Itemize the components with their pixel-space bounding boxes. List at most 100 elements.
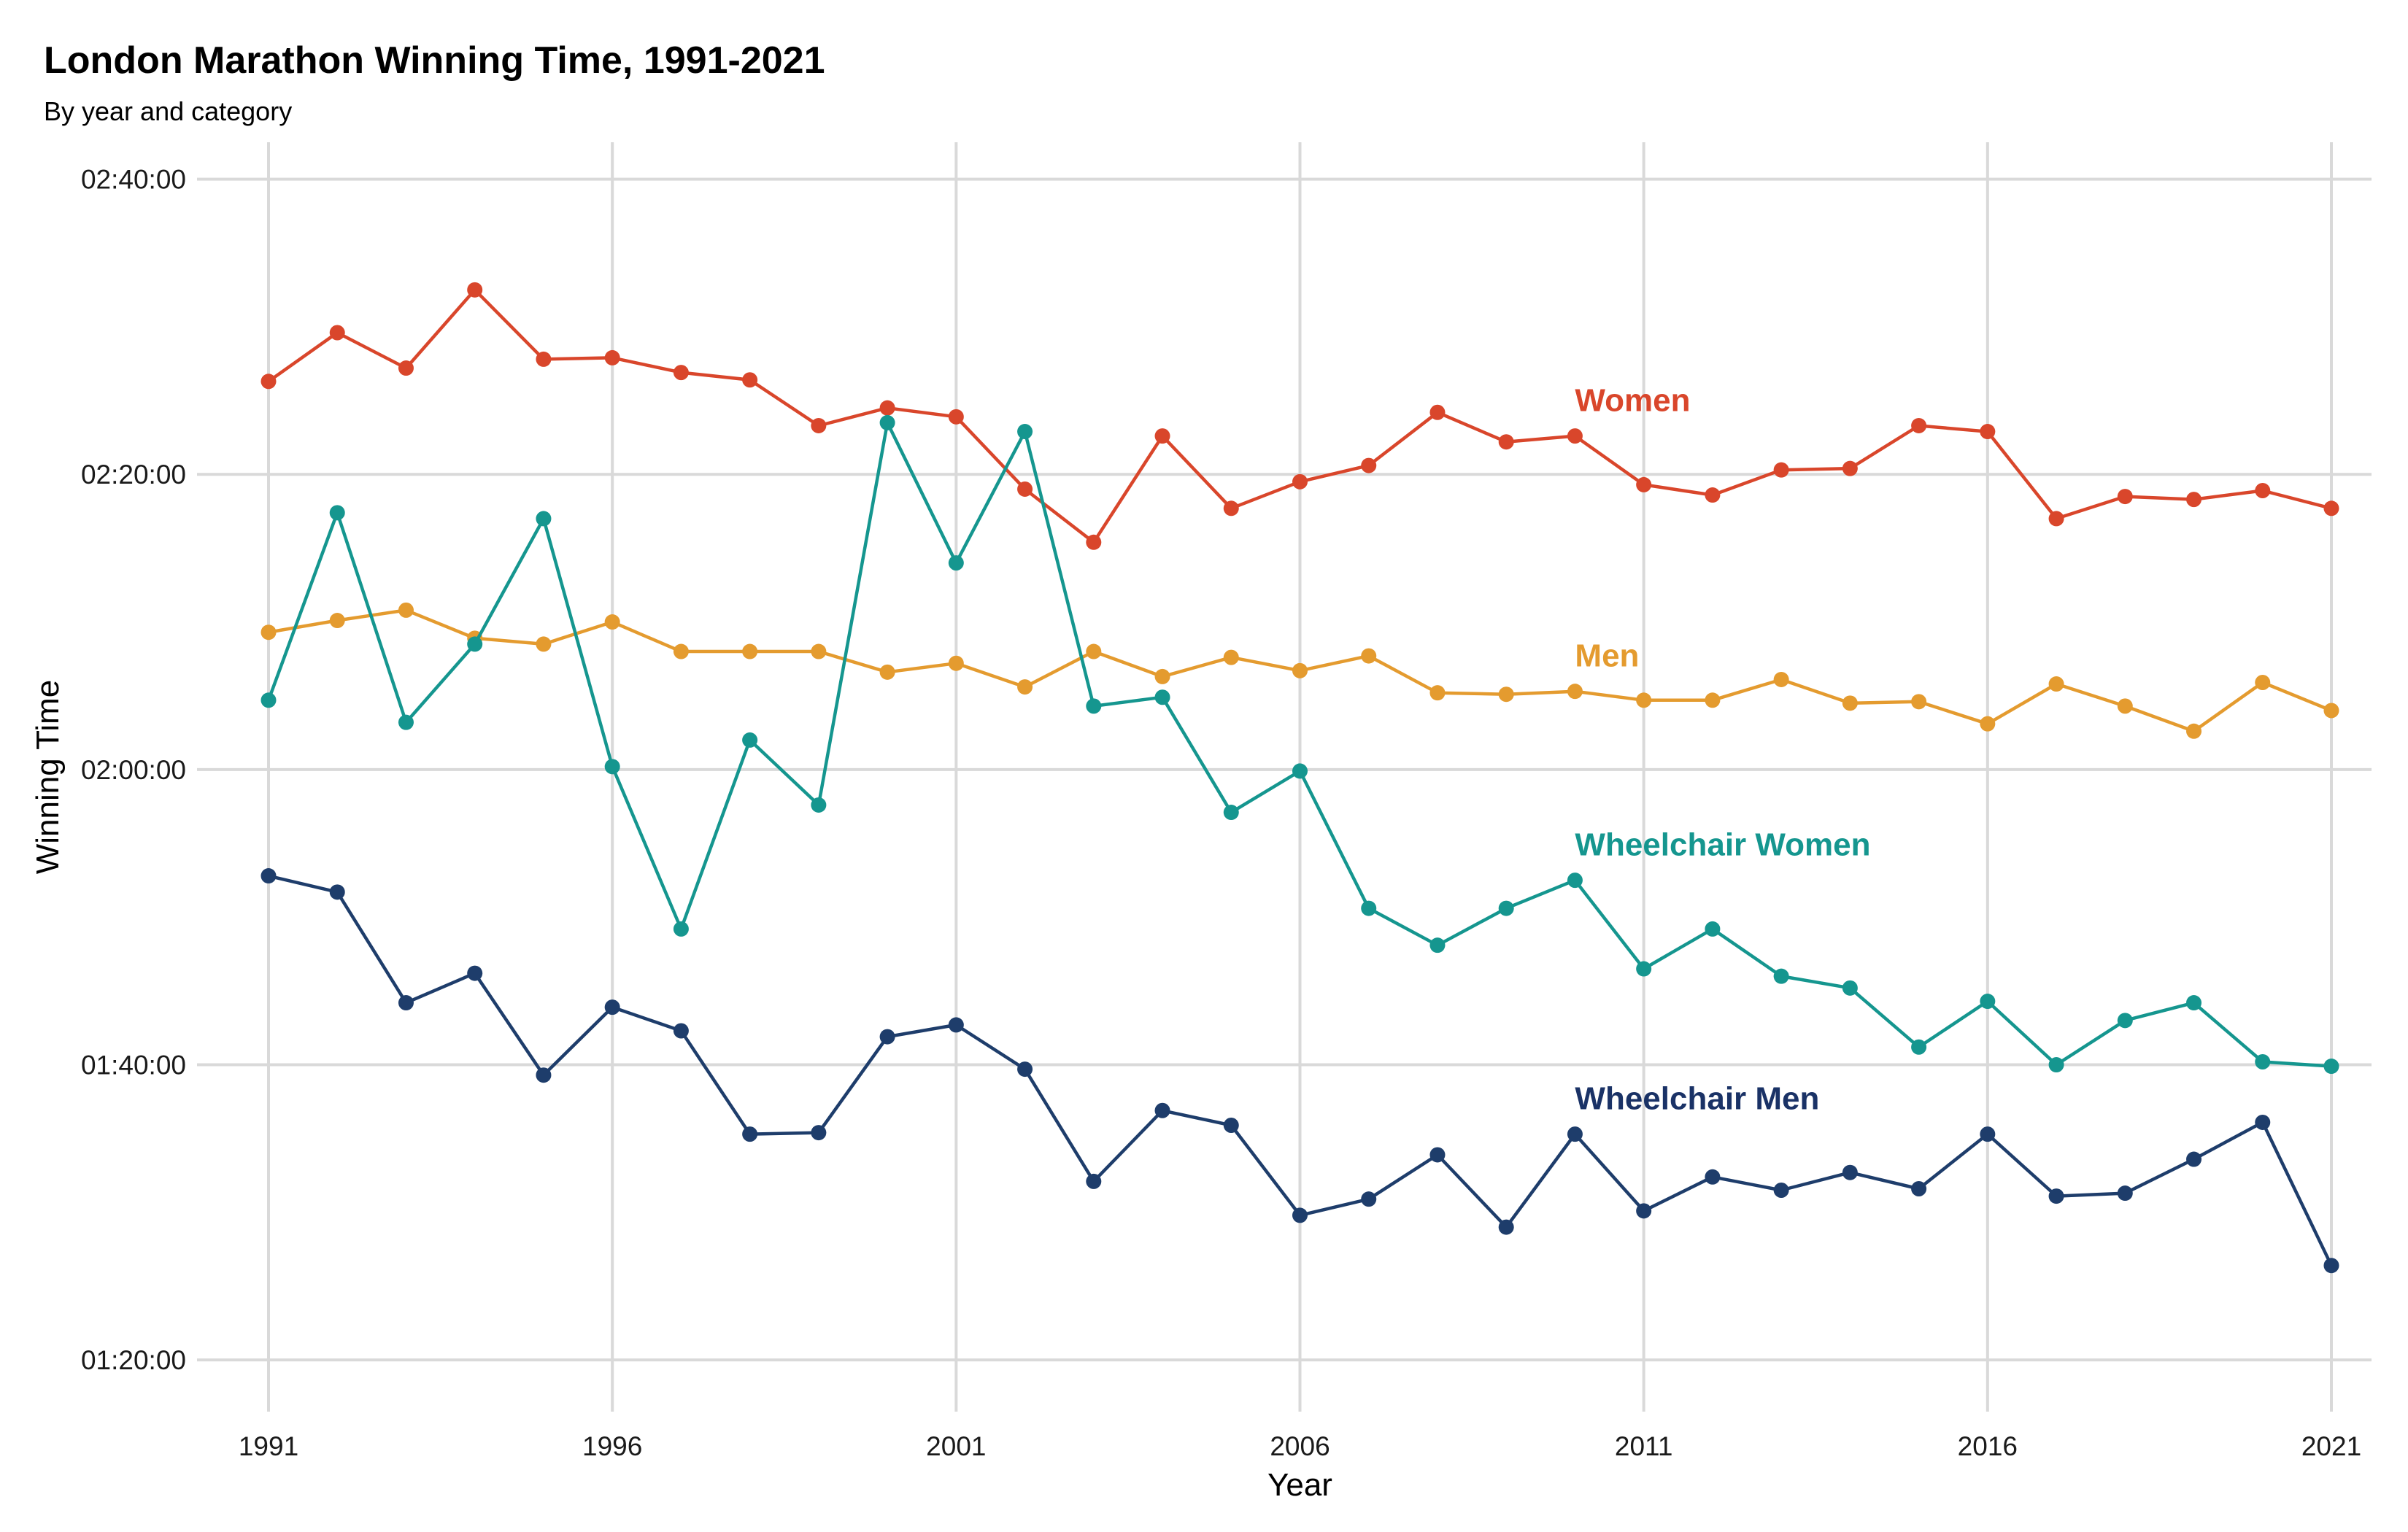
series-label: Wheelchair Women xyxy=(1575,827,1870,863)
data-point xyxy=(811,643,827,659)
data-point xyxy=(879,400,895,416)
data-point xyxy=(329,884,345,900)
data-point xyxy=(948,1017,964,1033)
data-point xyxy=(1705,1169,1721,1185)
data-point xyxy=(948,409,964,425)
data-point xyxy=(1017,481,1033,497)
x-tick-label: 2011 xyxy=(1615,1431,1673,1461)
x-tick-label: 2006 xyxy=(1270,1431,1330,1461)
data-point xyxy=(1705,487,1721,503)
data-point xyxy=(673,921,689,937)
data-point xyxy=(879,414,895,430)
x-tick-label: 2001 xyxy=(926,1431,986,1461)
data-point xyxy=(1361,457,1377,473)
y-axis-title: Winning Time xyxy=(30,680,66,875)
data-point xyxy=(1636,692,1652,708)
data-point xyxy=(467,282,483,298)
data-point xyxy=(1361,1191,1377,1207)
data-point xyxy=(1223,500,1239,517)
data-point xyxy=(2117,698,2133,714)
gridlines xyxy=(197,142,2372,1412)
data-point xyxy=(2323,500,2339,517)
data-point xyxy=(2048,511,2064,527)
data-point xyxy=(2323,703,2339,719)
data-point xyxy=(1086,698,1102,714)
data-point xyxy=(1567,428,1583,444)
axis-ticks: 1991 1996 2001 2006 2011 2016 2021 01:20:00 01:4… xyxy=(81,165,2361,1461)
data-point xyxy=(1980,1126,1996,1142)
data-point xyxy=(1842,1164,1858,1180)
data-point xyxy=(1498,434,1514,450)
data-point xyxy=(2186,995,2202,1011)
data-point xyxy=(1223,805,1239,821)
data-point xyxy=(2255,675,2271,691)
x-tick-label: 1991 xyxy=(239,1431,298,1461)
data-point xyxy=(1842,980,1858,996)
data-point xyxy=(1498,900,1514,916)
data-point xyxy=(811,417,827,433)
data-point xyxy=(1498,686,1514,703)
series-women xyxy=(261,282,2339,550)
data-point xyxy=(1980,424,1996,440)
data-point xyxy=(1705,692,1721,708)
data-point xyxy=(1980,716,1996,732)
data-point xyxy=(536,1067,552,1083)
data-point xyxy=(1429,937,1446,953)
data-point xyxy=(1636,476,1652,492)
data-point xyxy=(1223,1117,1239,1133)
data-point xyxy=(604,999,620,1015)
data-point xyxy=(1086,1173,1102,1189)
data-point xyxy=(2048,676,2064,692)
data-point xyxy=(948,555,964,571)
data-point xyxy=(1429,685,1446,701)
data-point xyxy=(1911,1039,1927,1055)
series-men xyxy=(261,602,2339,739)
data-point xyxy=(604,759,620,775)
data-point xyxy=(1292,662,1308,678)
data-point xyxy=(1567,684,1583,700)
data-point xyxy=(604,349,620,365)
y-tick-label: 02:00:00 xyxy=(81,755,186,785)
data-point xyxy=(604,614,620,630)
data-point xyxy=(1292,1207,1308,1223)
data-point xyxy=(467,965,483,981)
data-point xyxy=(329,613,345,629)
data-point xyxy=(398,602,414,618)
data-point xyxy=(1911,417,1927,433)
chart-title: London Marathon Winning Time, 1991-2021 xyxy=(44,39,825,82)
data-point xyxy=(2186,723,2202,739)
data-point xyxy=(673,365,689,381)
data-point xyxy=(1842,695,1858,711)
data-point xyxy=(1017,424,1033,440)
series-label: Men xyxy=(1575,638,1639,674)
data-point xyxy=(1567,873,1583,889)
chart-subtitle: By year and category xyxy=(44,96,292,126)
data-point xyxy=(2186,1151,2202,1167)
data-point xyxy=(1773,968,1789,984)
data-point xyxy=(1636,961,1652,977)
data-point xyxy=(1773,1183,1789,1199)
data-point xyxy=(2117,489,2133,505)
data-point xyxy=(329,325,345,341)
y-tick-label: 01:20:00 xyxy=(81,1345,186,1375)
data-point xyxy=(261,374,277,390)
data-point xyxy=(811,1125,827,1141)
x-tick-label: 2021 xyxy=(2301,1431,2361,1461)
data-point xyxy=(2323,1059,2339,1075)
data-point xyxy=(467,636,483,652)
data-point xyxy=(1223,649,1239,665)
data-point xyxy=(742,372,758,388)
data-point xyxy=(1361,648,1377,664)
data-point xyxy=(1773,462,1789,478)
y-tick-label: 01:40:00 xyxy=(81,1051,186,1080)
data-point xyxy=(1154,1102,1170,1118)
data-point xyxy=(1636,1203,1652,1219)
data-point xyxy=(1154,428,1170,444)
y-tick-label: 02:20:00 xyxy=(81,460,186,490)
data-point xyxy=(1773,671,1789,687)
data-point xyxy=(742,1126,758,1142)
series-wheelchair-men xyxy=(261,868,2339,1274)
data-point xyxy=(1842,460,1858,476)
